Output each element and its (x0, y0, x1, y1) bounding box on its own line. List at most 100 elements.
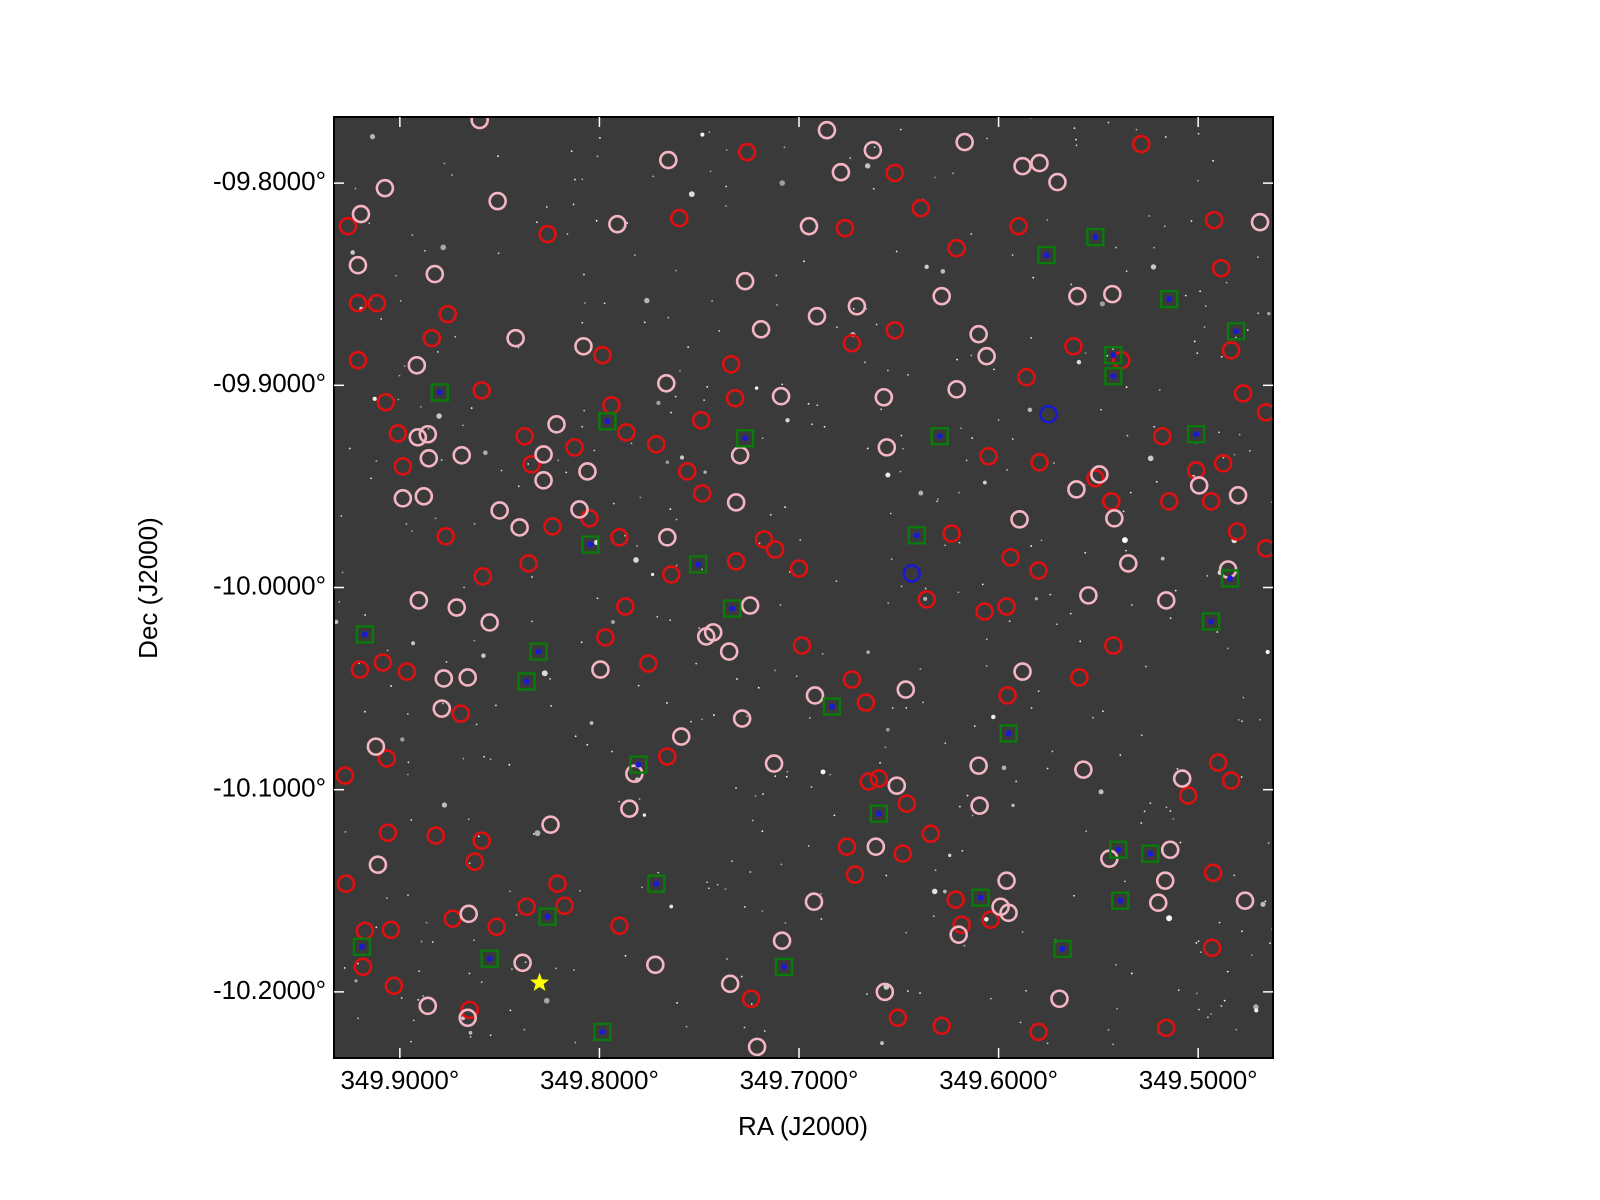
source-marker (1141, 844, 1160, 863)
background-star (1155, 480, 1158, 483)
background-star (674, 395, 677, 398)
background-star (731, 860, 734, 863)
background-star (960, 427, 963, 430)
background-star (1119, 754, 1122, 756)
background-star (424, 249, 426, 252)
source-marker (720, 974, 740, 994)
source-marker (1079, 586, 1098, 605)
source-dot (977, 894, 984, 901)
source-marker (470, 117, 489, 130)
source-marker (543, 517, 562, 536)
source-marker (869, 804, 889, 823)
source-dot (1115, 846, 1122, 853)
source-marker (789, 559, 809, 578)
source-marker (1068, 286, 1087, 306)
background-star (1238, 433, 1241, 436)
background-star (1216, 631, 1219, 633)
source-marker (921, 824, 941, 844)
background-star (395, 274, 397, 277)
background-star (1241, 720, 1243, 723)
source-marker (947, 238, 966, 258)
source-marker (874, 387, 894, 407)
source-marker (1226, 322, 1246, 341)
source-marker (419, 448, 439, 468)
background-star (555, 967, 557, 970)
background-star (341, 571, 344, 574)
background-star (803, 260, 805, 263)
background-star (1234, 336, 1237, 339)
background-star (583, 302, 586, 304)
source-marker (447, 598, 467, 617)
background-star (757, 686, 760, 689)
source-marker (732, 709, 752, 728)
background-star (357, 962, 359, 965)
background-star (1235, 1028, 1238, 1031)
background-star (565, 471, 568, 474)
background-star (922, 701, 924, 704)
background-star (1242, 696, 1245, 699)
source-marker (1159, 492, 1179, 511)
source-marker (1220, 569, 1240, 588)
source-marker (610, 528, 629, 547)
background-star (1240, 776, 1243, 778)
source-marker (999, 724, 1018, 743)
background-star (517, 485, 520, 488)
source-marker (949, 925, 968, 944)
background-star (1195, 992, 1198, 995)
background-star (1226, 647, 1229, 650)
background-star (638, 798, 641, 801)
source-marker (932, 286, 952, 306)
background-star (1046, 767, 1049, 770)
background-star (1197, 132, 1200, 135)
background-star (675, 564, 678, 567)
source-marker (971, 888, 990, 907)
source-marker (1105, 509, 1124, 528)
source-marker (1013, 156, 1032, 176)
source-marker (1029, 1022, 1048, 1042)
background-star (669, 904, 674, 909)
background-star (1267, 311, 1271, 316)
source-marker (952, 915, 971, 935)
source-marker (1155, 871, 1175, 890)
background-star (1220, 355, 1223, 358)
background-star (436, 351, 439, 353)
background-star (808, 717, 811, 719)
source-marker (459, 904, 479, 924)
source-dot (486, 955, 493, 962)
background-star (970, 233, 973, 235)
source-marker (384, 976, 404, 996)
background-star (675, 269, 677, 272)
background-star (1025, 989, 1028, 992)
background-star (579, 889, 582, 892)
background-star (936, 500, 938, 503)
background-star (363, 710, 366, 713)
background-star (820, 918, 823, 920)
source-dot (1059, 945, 1066, 952)
background-star (669, 619, 672, 622)
source-marker (1235, 891, 1255, 910)
source-marker (460, 1000, 480, 1020)
source-marker (1221, 771, 1241, 790)
source-marker (1064, 336, 1083, 356)
source-marker (352, 937, 372, 956)
background-star (572, 203, 575, 206)
background-star (583, 273, 585, 276)
background-star (497, 155, 499, 158)
background-star (866, 447, 869, 450)
background-star (835, 326, 838, 329)
background-star (785, 418, 790, 423)
source-marker (656, 373, 676, 393)
source-marker (581, 535, 600, 554)
source-marker (741, 989, 761, 1009)
source-marker (1201, 612, 1221, 631)
source-marker (336, 874, 356, 894)
background-star (357, 1017, 359, 1020)
source-marker (608, 214, 627, 234)
source-marker (946, 890, 965, 909)
background-star (1163, 225, 1166, 228)
background-star (907, 374, 909, 376)
background-star (875, 323, 878, 326)
background-star (948, 853, 952, 858)
source-marker (407, 355, 427, 375)
background-star (679, 370, 681, 372)
